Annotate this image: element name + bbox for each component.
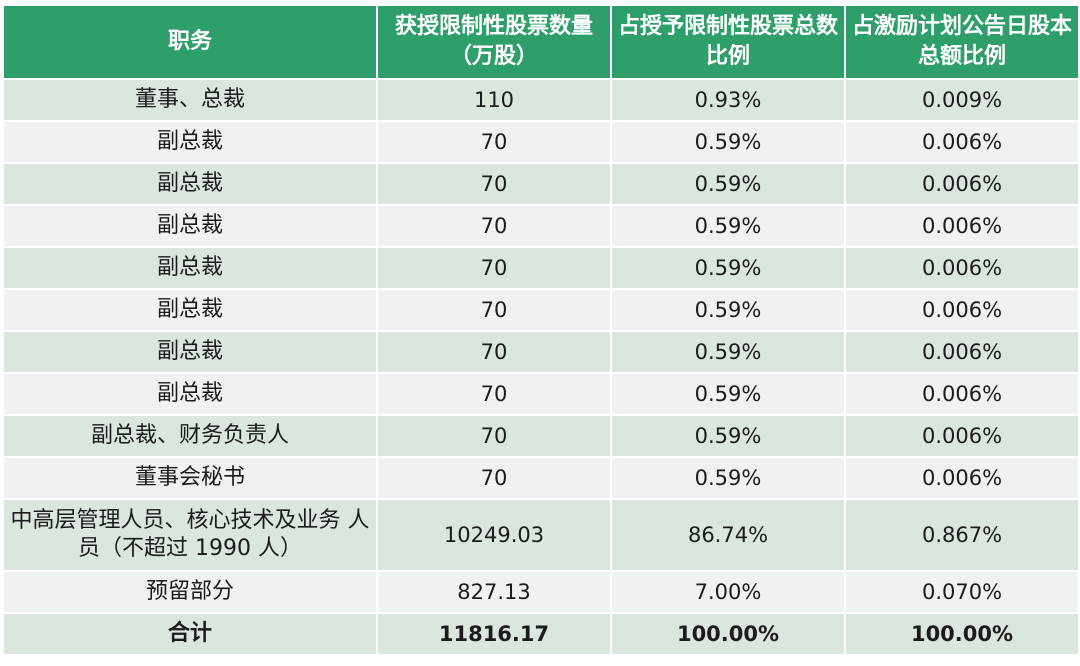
cell-shares: 70 xyxy=(376,120,612,164)
cell-pct-grant: 0.59% xyxy=(610,330,846,374)
cell-pct-capital: 0.006% xyxy=(844,372,1080,416)
cell-pct-capital: 0.006% xyxy=(844,456,1080,500)
cell-position: 副总裁、财务负责人 xyxy=(2,414,378,458)
cell-shares: 10249.03 xyxy=(376,498,612,572)
cell-shares: 70 xyxy=(376,246,612,290)
cell-pct-capital: 0.006% xyxy=(844,204,1080,248)
header-position: 职务 xyxy=(2,4,378,80)
cell-pct-grant: 0.59% xyxy=(610,288,846,332)
cell-pct-capital: 0.006% xyxy=(844,246,1080,290)
cell-position: 副总裁 xyxy=(2,288,378,332)
table-row: 副总裁、财务负责人 70 0.59% 0.006% xyxy=(2,414,1080,458)
cell-position: 副总裁 xyxy=(2,162,378,206)
cell-pct-grant: 0.59% xyxy=(610,120,846,164)
cell-pct-grant: 0.59% xyxy=(610,204,846,248)
table-row: 副总裁 70 0.59% 0.006% xyxy=(2,120,1080,164)
table-total-row: 合计 11816.17 100.00% 100.00% xyxy=(2,612,1080,656)
table-row: 副总裁 70 0.59% 0.006% xyxy=(2,204,1080,248)
cell-pct-grant: 0.59% xyxy=(610,372,846,416)
cell-shares: 70 xyxy=(376,330,612,374)
cell-pct-capital: 0.006% xyxy=(844,330,1080,374)
cell-position: 董事、总裁 xyxy=(2,78,378,122)
cell-pct-grant: 0.59% xyxy=(610,246,846,290)
cell-position: 中高层管理人员、核心技术及业务 人员（不超过 1990 人） xyxy=(2,498,378,572)
table-row: 副总裁 70 0.59% 0.006% xyxy=(2,372,1080,416)
cell-position: 副总裁 xyxy=(2,246,378,290)
cell-pct-grant: 0.59% xyxy=(610,414,846,458)
cell-shares: 110 xyxy=(376,78,612,122)
cell-total-label: 合计 xyxy=(2,612,378,656)
cell-pct-capital: 0.006% xyxy=(844,414,1080,458)
cell-position: 副总裁 xyxy=(2,204,378,248)
cell-shares: 70 xyxy=(376,456,612,500)
cell-total-shares: 11816.17 xyxy=(376,612,612,656)
table-row: 副总裁 70 0.59% 0.006% xyxy=(2,330,1080,374)
table-row: 副总裁 70 0.59% 0.006% xyxy=(2,288,1080,332)
cell-pct-grant: 86.74% xyxy=(610,498,846,572)
table-row: 预留部分 827.13 7.00% 0.070% xyxy=(2,570,1080,614)
restricted-stock-allocation-table: 职务 获授限制性股票数量（万股） 占授予限制性股票总数比例 占激励计划公告日股本… xyxy=(2,4,1080,656)
cell-pct-grant: 7.00% xyxy=(610,570,846,614)
cell-pct-capital: 0.009% xyxy=(844,78,1080,122)
header-pct-of-grant: 占授予限制性股票总数比例 xyxy=(610,4,846,80)
cell-shares: 70 xyxy=(376,414,612,458)
cell-shares: 70 xyxy=(376,204,612,248)
cell-shares: 827.13 xyxy=(376,570,612,614)
cell-position: 董事会秘书 xyxy=(2,456,378,500)
header-granted-shares: 获授限制性股票数量（万股） xyxy=(376,4,612,80)
table-row: 副总裁 70 0.59% 0.006% xyxy=(2,162,1080,206)
cell-pct-grant: 0.59% xyxy=(610,456,846,500)
cell-shares: 70 xyxy=(376,288,612,332)
header-pct-of-capital: 占激励计划公告日股本总额比例 xyxy=(844,4,1080,80)
cell-pct-grant: 0.93% xyxy=(610,78,846,122)
table-row: 副总裁 70 0.59% 0.006% xyxy=(2,246,1080,290)
cell-position: 副总裁 xyxy=(2,120,378,164)
cell-pct-capital: 0.867% xyxy=(844,498,1080,572)
table-row: 董事、总裁 110 0.93% 0.009% xyxy=(2,78,1080,122)
cell-pct-capital: 0.006% xyxy=(844,162,1080,206)
cell-pct-grant: 0.59% xyxy=(610,162,846,206)
cell-pct-capital: 0.006% xyxy=(844,120,1080,164)
cell-pct-capital: 0.006% xyxy=(844,288,1080,332)
cell-shares: 70 xyxy=(376,162,612,206)
cell-position: 副总裁 xyxy=(2,372,378,416)
table-header-row: 职务 获授限制性股票数量（万股） 占授予限制性股票总数比例 占激励计划公告日股本… xyxy=(2,4,1080,80)
cell-shares: 70 xyxy=(376,372,612,416)
cell-position: 副总裁 xyxy=(2,330,378,374)
table-row: 董事会秘书 70 0.59% 0.006% xyxy=(2,456,1080,500)
cell-position: 预留部分 xyxy=(2,570,378,614)
table-row: 中高层管理人员、核心技术及业务 人员（不超过 1990 人） 10249.03 … xyxy=(2,498,1080,572)
cell-total-pct-capital: 100.00% xyxy=(844,612,1080,656)
cell-pct-capital: 0.070% xyxy=(844,570,1080,614)
cell-total-pct-grant: 100.00% xyxy=(610,612,846,656)
